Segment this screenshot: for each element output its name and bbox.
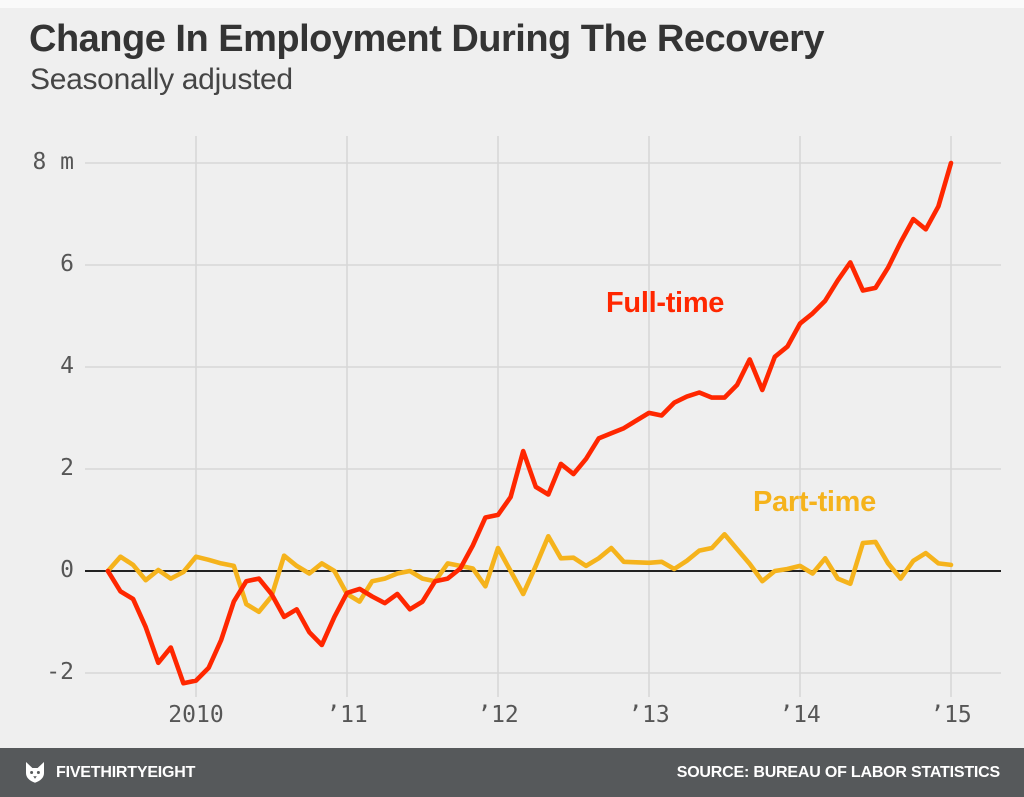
x-axis-label: ’14 <box>779 702 821 728</box>
y-axis-label: -2 <box>46 659 74 685</box>
fivethirtyeight-brand: FIVETHIRTYEIGHT <box>24 761 195 784</box>
top-strip <box>0 0 1024 8</box>
x-axis-label: ’13 <box>628 702 670 728</box>
x-axis-label: 2010 <box>168 702 224 728</box>
y-axis-label: 4 <box>60 353 74 379</box>
series-line-part-time <box>105 531 954 615</box>
series-line-full-time <box>105 160 954 686</box>
series-label-full-time: Full-time <box>606 287 725 319</box>
line-chart: 8 m 6 4 2 0 -2 2010’11’12’13’14’15 Full-time … <box>32 136 1001 728</box>
y-axis-label: 2 <box>60 455 74 481</box>
chart-canvas <box>85 136 1001 697</box>
chart-subtitle: Seasonally adjusted <box>30 63 293 96</box>
y-axis-label: 8 m <box>32 149 74 175</box>
series-label-part-time: Part-time <box>753 486 876 518</box>
page-title: Change In Employment During The Recovery <box>29 18 825 60</box>
x-axis-label: ’12 <box>477 702 519 728</box>
y-axis-label: 0 <box>60 557 74 583</box>
y-axis-label: 6 <box>60 251 74 277</box>
footer-bar: FIVETHIRTYEIGHT SOURCE: BUREAU OF LABOR … <box>0 748 1024 797</box>
brand-text: FIVETHIRTYEIGHT <box>56 763 196 781</box>
fox-icon <box>26 762 44 783</box>
x-axis-label: ’15 <box>930 702 972 728</box>
x-axis-label: ’11 <box>326 702 368 728</box>
source-credit: SOURCE: BUREAU OF LABOR STATISTICS <box>676 763 1000 781</box>
